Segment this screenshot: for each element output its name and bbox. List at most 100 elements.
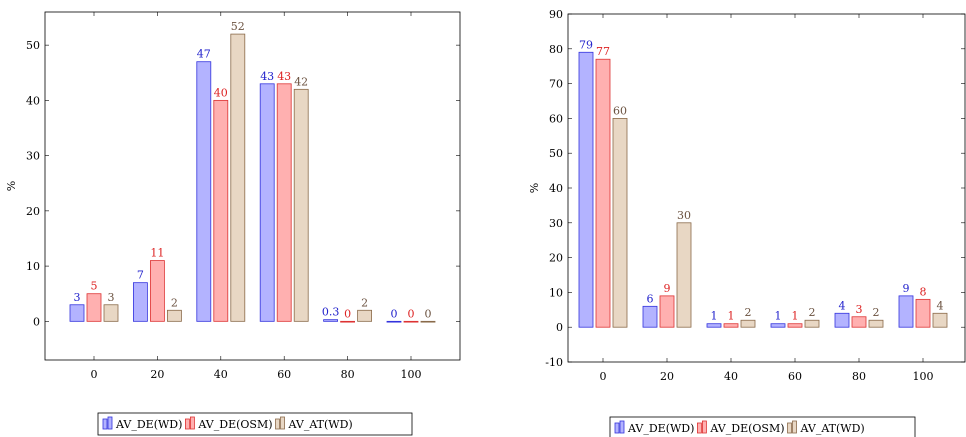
legend-swatch xyxy=(107,416,113,430)
data-label: 6 xyxy=(647,292,654,305)
bar xyxy=(676,222,692,328)
data-label: 0 xyxy=(408,307,415,320)
data-label: 2 xyxy=(745,306,752,319)
y-tick-label: 80 xyxy=(549,43,563,56)
legend-swatch xyxy=(697,422,702,434)
data-label: 8 xyxy=(920,285,927,298)
bar xyxy=(403,320,419,323)
bar xyxy=(804,319,820,328)
y-tick-label: 30 xyxy=(549,217,563,230)
legend-swatch xyxy=(787,422,792,434)
bar xyxy=(834,312,850,328)
y-tick-label: 30 xyxy=(26,150,40,163)
y-axis-label: % xyxy=(5,181,18,191)
legend-entry-label: AV_AT(WD) xyxy=(800,422,865,435)
x-tick-label: 40 xyxy=(724,370,738,383)
data-label: 0 xyxy=(391,307,398,320)
bar xyxy=(196,61,212,322)
data-label: 2 xyxy=(873,306,880,319)
bar xyxy=(851,316,867,328)
bar xyxy=(166,309,182,322)
data-label: 0 xyxy=(425,307,432,320)
x-tick-label: 40 xyxy=(214,368,228,381)
bar xyxy=(340,320,356,323)
bar xyxy=(787,323,803,328)
y-tick-label: 40 xyxy=(549,182,563,195)
bar xyxy=(132,282,148,322)
bar xyxy=(213,99,229,322)
bar xyxy=(293,88,309,322)
data-label: 43 xyxy=(260,70,274,83)
bar xyxy=(259,83,275,322)
x-tick-label: 0 xyxy=(600,370,607,383)
legend-entry-label: AV_AT(WD) xyxy=(288,418,353,431)
legend-box xyxy=(609,416,916,437)
bar xyxy=(770,323,786,328)
data-label: 30 xyxy=(677,209,691,222)
legend: AV_DE(WD) AV_DE(OSM) AV_AT(WD) xyxy=(97,412,413,436)
y-tick-label: -10 xyxy=(545,356,563,369)
x-tick-label: 100 xyxy=(913,370,934,383)
bar xyxy=(723,323,739,328)
bar xyxy=(230,33,246,322)
data-label: 7 xyxy=(137,269,144,282)
data-label: 5 xyxy=(91,280,98,293)
data-label: 11 xyxy=(150,247,164,260)
y-tick-label: 20 xyxy=(549,252,563,265)
bar xyxy=(642,305,658,328)
legend-swatch xyxy=(619,420,625,434)
x-tick-label: 60 xyxy=(788,370,802,383)
data-label: 9 xyxy=(664,282,671,295)
bar xyxy=(276,83,292,322)
bar xyxy=(69,304,85,322)
data-label: 3 xyxy=(856,303,863,316)
y-tick-label: 0 xyxy=(33,315,40,328)
y-tick-label: 70 xyxy=(549,78,563,91)
legend-swatch xyxy=(190,416,195,430)
bar xyxy=(706,323,722,328)
y-tick-label: 40 xyxy=(26,94,40,107)
data-label: 40 xyxy=(214,86,228,99)
legend-entry-label: AV_DE(OSM) xyxy=(197,418,272,431)
data-label: 42 xyxy=(294,75,308,88)
bar xyxy=(740,319,756,328)
data-label: 0 xyxy=(344,307,351,320)
legend-swatch xyxy=(280,416,285,430)
data-label: 4 xyxy=(937,299,944,312)
y-axis-label: % xyxy=(528,183,541,193)
data-label: 1 xyxy=(711,310,718,323)
legend-swatch xyxy=(185,418,190,430)
legend-box xyxy=(97,412,413,436)
y-tick-label: 50 xyxy=(549,147,563,160)
bar xyxy=(578,51,594,328)
legend-entry-label: AV_DE(WD) xyxy=(115,418,182,431)
bar xyxy=(386,320,402,323)
data-label: 1 xyxy=(728,310,735,323)
bar xyxy=(595,58,611,328)
y-tick-label: 50 xyxy=(26,39,40,52)
legend-entry-label: AV_DE(WD) xyxy=(627,422,694,435)
y-tick-label: 90 xyxy=(549,8,563,21)
plot-frame xyxy=(44,11,461,361)
y-tick-label: 0 xyxy=(556,321,563,334)
legend-swatch xyxy=(702,420,707,434)
legend-swatch xyxy=(614,422,620,434)
data-label: 79 xyxy=(579,38,593,51)
legend-swatch xyxy=(275,418,280,430)
data-label: 2 xyxy=(361,296,368,309)
data-label: 4 xyxy=(839,299,846,312)
bar xyxy=(357,309,373,322)
data-label: 3 xyxy=(108,291,115,304)
bar xyxy=(659,295,675,328)
x-tick-label: 80 xyxy=(341,368,355,381)
bar xyxy=(103,304,119,322)
bar xyxy=(86,293,102,322)
y-tick-label: 20 xyxy=(26,205,40,218)
bar xyxy=(420,320,436,323)
data-label: 0.3 xyxy=(322,306,340,319)
data-label: 2 xyxy=(809,306,816,319)
x-tick-label: 60 xyxy=(277,368,291,381)
data-label: 1 xyxy=(775,310,782,323)
